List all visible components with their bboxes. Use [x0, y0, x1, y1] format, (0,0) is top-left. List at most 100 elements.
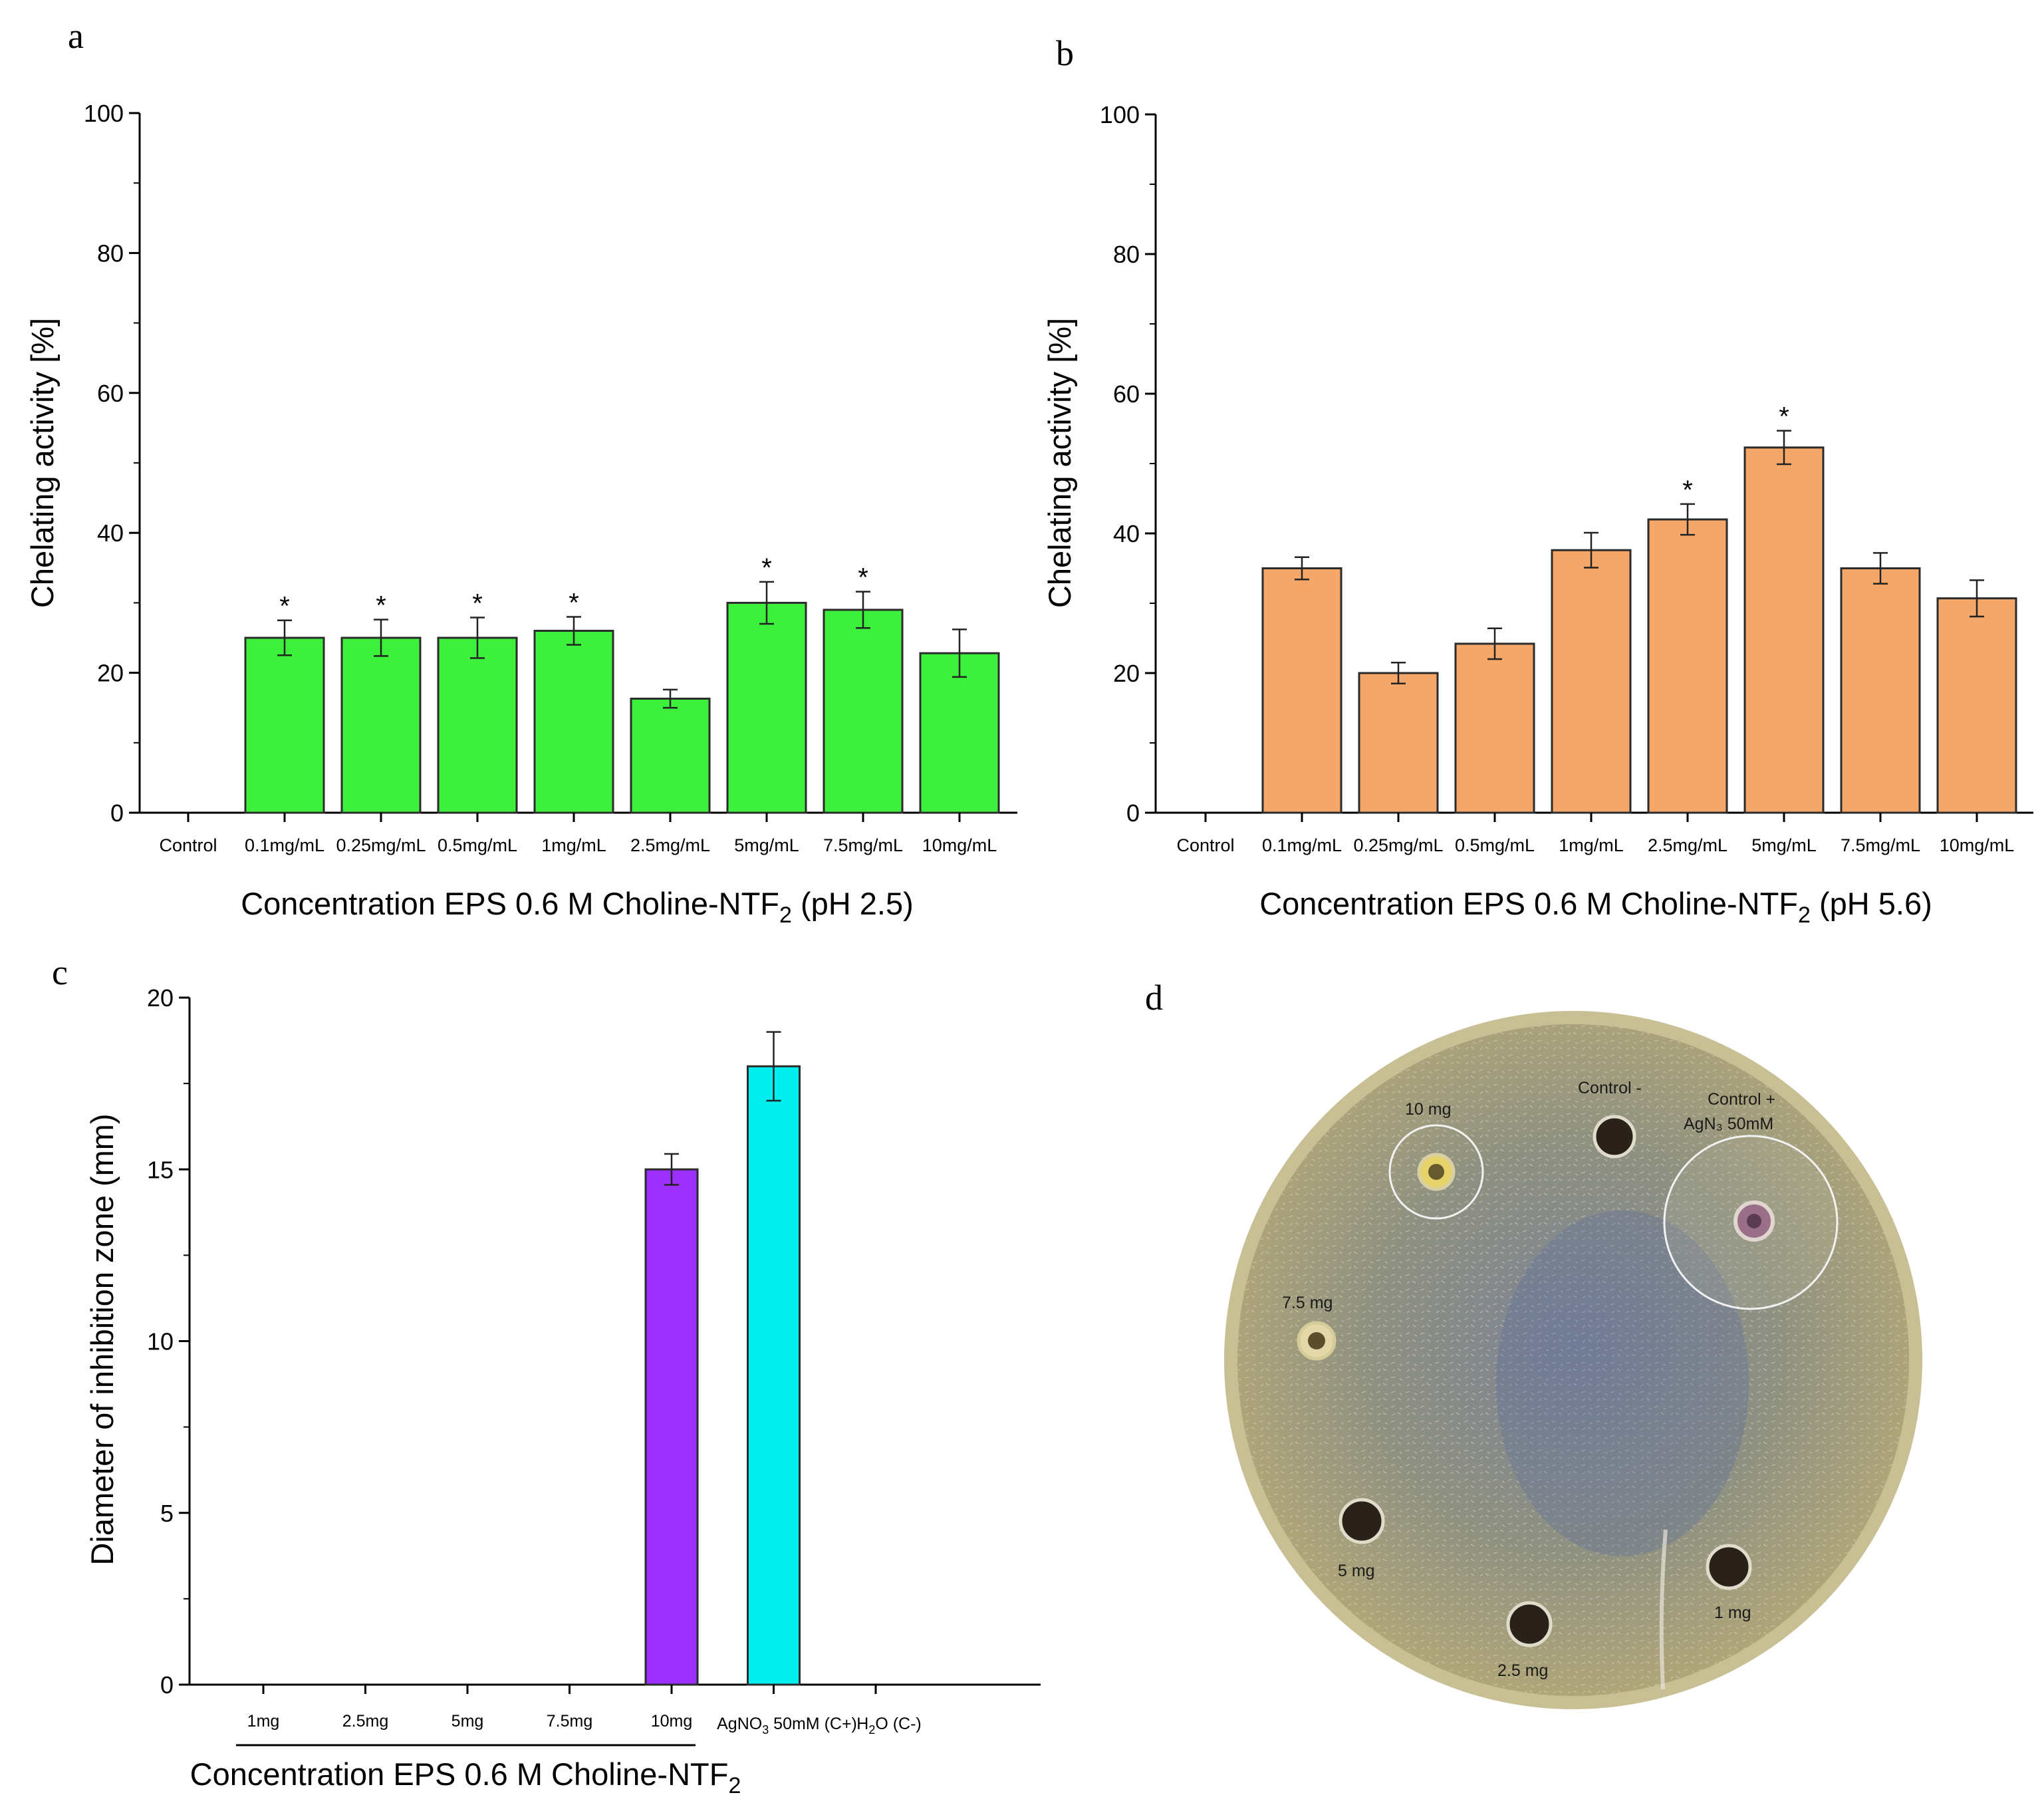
x-tick-label: 0.1mg/mL — [245, 835, 324, 855]
bar — [1454, 642, 1535, 814]
y-tick-label: 0 — [110, 799, 124, 827]
significance-marker: * — [1682, 476, 1693, 505]
well-7-5mg-center — [1308, 1332, 1325, 1349]
x-tick-label: AgNO3 50mM (C+) — [717, 1715, 857, 1737]
plate-texture — [1237, 1024, 1909, 1696]
x-tick-label: 0.5mg/mL — [438, 835, 517, 855]
x-tick-label: 0.5mg/mL — [1455, 835, 1535, 855]
chart-a: 0 20 40 60 80 100 * * * * * * Control 0.1mg/mL 0.25mg/… — [25, 100, 1017, 928]
significance-marker: * — [569, 588, 579, 617]
bar — [1358, 672, 1439, 814]
y-tick-label: 80 — [97, 239, 124, 267]
y-tick-label: 0 — [160, 1671, 174, 1699]
panel-label-a: a — [68, 16, 84, 56]
x-tick-label: H2O (C-) — [856, 1715, 922, 1737]
bar — [1743, 446, 1825, 814]
bar — [1936, 597, 2017, 814]
x-tick-label: 1mg/mL — [1559, 835, 1624, 855]
x-tick-label: 1mg/mL — [541, 835, 606, 855]
panel-label-d: d — [1145, 978, 1163, 1018]
bar — [1261, 567, 1342, 814]
y-axis-label: Diameter of inhibition zone (mm) — [84, 1113, 120, 1565]
y-tick-label: 40 — [97, 519, 124, 547]
x-tick-label: Control — [1176, 835, 1234, 855]
significance-marker: * — [761, 553, 772, 583]
x-axis-label: Concentration EPS 0.6 M Choline-NTF2 (pH… — [1259, 886, 1932, 928]
x-tick-label: 7.5mg/mL — [1841, 835, 1920, 855]
y-axis-label: Chelating activity [%] — [1042, 318, 1077, 608]
significance-marker: * — [858, 563, 868, 593]
y-tick-label: 100 — [84, 100, 124, 127]
petri-dish-photo: 10 mg Control - Control + AgN₃ 50mM 7.5 … — [1224, 1011, 1922, 1709]
significance-marker: * — [472, 589, 483, 618]
plate-label-10mg: 10 mg — [1405, 1100, 1451, 1119]
x-tick-label: 0.25mg/mL — [336, 835, 426, 855]
plate-label-control-neg: Control - — [1578, 1079, 1642, 1097]
y-axis-label: Chelating activity [%] — [25, 318, 60, 608]
bar — [644, 1168, 699, 1686]
x-tick-label: 2.5mg/mL — [630, 835, 710, 855]
x-tick-label: 10mg — [651, 1712, 693, 1731]
x-tick-label: 0.25mg/mL — [1353, 835, 1443, 855]
bar — [437, 636, 518, 814]
y-tick-label: 20 — [147, 984, 174, 1012]
y-tick-label: 10 — [147, 1328, 174, 1355]
y-tick-label: 20 — [1113, 660, 1140, 687]
x-tick-label: 7.5mg/mL — [823, 835, 903, 855]
x-tick-label: 10mg/mL — [922, 835, 997, 855]
inhibition-zone-10mg — [1388, 1124, 1484, 1220]
x-tick-label: 5mg/mL — [1751, 835, 1817, 855]
x-axis-label: Concentration EPS 0.6 M Choline-NTF2 — [190, 1756, 741, 1798]
significance-marker: * — [376, 591, 386, 621]
y-tick-label: 60 — [97, 380, 124, 407]
plate-label-2-5mg: 2.5 mg — [1497, 1661, 1548, 1680]
well-2-5mg — [1506, 1601, 1553, 1647]
y-tick-label: 80 — [1113, 241, 1140, 268]
bar — [1551, 549, 1632, 814]
well-10mg-center — [1428, 1164, 1444, 1180]
bar — [726, 601, 807, 814]
plate-label-control-pos-conc: AgN₃ 50mM — [1684, 1115, 1773, 1133]
x-tick-label: 2.5mg — [342, 1712, 388, 1731]
bar — [340, 636, 422, 814]
x-tick-label: 1mg — [247, 1712, 280, 1731]
bar — [747, 1065, 801, 1686]
well-control-neg — [1593, 1115, 1636, 1159]
x-tick-label: 7.5mg — [547, 1712, 592, 1731]
y-tick-label: 5 — [160, 1500, 174, 1527]
chart-b: 0 20 40 60 80 100 * * Control 0.1mg/mL 0.25mg/mL 0.… — [1042, 101, 2033, 928]
well-control-pos-center — [1747, 1214, 1761, 1228]
x-tick-label: 5mg — [451, 1712, 484, 1731]
x-tick-label: 5mg/mL — [734, 835, 799, 855]
x-axis-label: Concentration EPS 0.6 M Choline-NTF2 (pH… — [241, 886, 914, 928]
y-tick-label: 60 — [1113, 380, 1140, 408]
plate-label-control-pos: Control + — [1708, 1090, 1775, 1109]
bar — [244, 636, 325, 814]
bar — [630, 698, 711, 814]
significance-marker: * — [279, 592, 290, 621]
y-tick-label: 20 — [97, 660, 124, 687]
bar — [1647, 518, 1728, 814]
panel-label-c: c — [52, 952, 68, 992]
well-5mg — [1339, 1498, 1385, 1544]
y-tick-label: 15 — [147, 1156, 174, 1183]
plate-label-1mg: 1 mg — [1714, 1603, 1751, 1622]
bar — [823, 609, 904, 814]
y-tick-label: 0 — [1126, 799, 1140, 827]
plate-label-7-5mg: 7.5 mg — [1282, 1294, 1333, 1312]
plate-label-5mg: 5 mg — [1338, 1562, 1375, 1580]
x-tick-label: 0.1mg/mL — [1262, 835, 1342, 855]
significance-marker: * — [1779, 402, 1789, 432]
y-tick-label: 40 — [1113, 520, 1140, 547]
y-tick-label: 100 — [1100, 101, 1140, 128]
bar — [1840, 567, 1921, 814]
chart-c: 0 5 10 15 20 1mg 2.5mg 5mg 7.5mg 10mg AgNO3 50mM (… — [84, 984, 1041, 1798]
x-tick-label: 10mg/mL — [1940, 835, 2015, 855]
bar — [533, 629, 614, 814]
plate-stain — [1496, 1210, 1749, 1556]
x-tick-label: Control — [159, 835, 217, 855]
plate-scratch — [1659, 1529, 1668, 1690]
x-tick-label: 2.5mg/mL — [1648, 835, 1727, 855]
panel-label-b: b — [1056, 33, 1074, 73]
